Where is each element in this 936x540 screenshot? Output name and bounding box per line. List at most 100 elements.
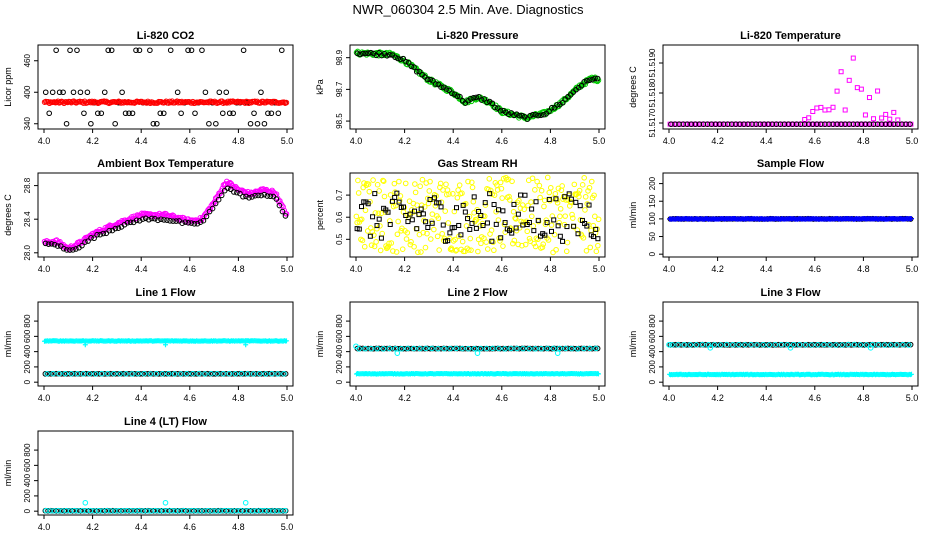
data-point bbox=[515, 211, 521, 217]
data-point bbox=[875, 341, 882, 348]
data-point bbox=[789, 121, 796, 127]
data-point bbox=[373, 239, 379, 245]
data-point bbox=[68, 370, 75, 377]
data-point bbox=[785, 121, 792, 127]
x-tick-label: 4.2 bbox=[711, 393, 724, 403]
data-point bbox=[432, 345, 439, 352]
series-line1-cyan-top bbox=[42, 338, 289, 348]
y-tick-label: 600 bbox=[648, 329, 657, 343]
data-point bbox=[188, 220, 195, 226]
x-tick-label: 4.6 bbox=[496, 393, 509, 403]
data-point bbox=[209, 508, 215, 514]
data-point bbox=[60, 89, 66, 96]
y-tick-label: 400 bbox=[23, 473, 32, 487]
data-point bbox=[438, 84, 444, 91]
y-tick-label: 800 bbox=[335, 314, 344, 328]
data-point bbox=[521, 206, 528, 213]
data-point bbox=[247, 371, 254, 377]
data-point bbox=[226, 370, 233, 377]
data-point bbox=[162, 499, 169, 506]
data-point bbox=[408, 345, 415, 352]
data-point bbox=[148, 508, 155, 514]
data-point bbox=[223, 89, 230, 96]
data-point bbox=[44, 370, 50, 377]
data-point bbox=[188, 47, 195, 54]
data-point bbox=[513, 111, 520, 117]
data-point bbox=[459, 190, 465, 197]
y-axis-label: percent bbox=[315, 199, 325, 230]
data-point bbox=[74, 47, 80, 54]
data-point bbox=[417, 183, 423, 190]
x-tick-label: 4.8 bbox=[857, 393, 870, 403]
data-point bbox=[520, 345, 526, 352]
data-point bbox=[544, 345, 551, 352]
data-point bbox=[190, 370, 196, 377]
x-tick-label: 5.0 bbox=[281, 393, 294, 403]
data-point bbox=[814, 121, 820, 127]
data-point bbox=[399, 246, 406, 252]
data-point bbox=[398, 228, 404, 234]
data-point bbox=[878, 341, 884, 348]
data-point bbox=[557, 206, 564, 212]
data-point bbox=[82, 342, 88, 348]
data-point bbox=[585, 188, 591, 194]
x-tick-label: 4.6 bbox=[809, 393, 822, 403]
data-point bbox=[112, 225, 119, 232]
data-point bbox=[155, 217, 161, 224]
data-point bbox=[237, 190, 243, 197]
data-point bbox=[98, 110, 105, 117]
data-point bbox=[570, 215, 576, 221]
data-point bbox=[112, 120, 118, 127]
data-point bbox=[418, 202, 425, 209]
y-tick-label: 51.5180 bbox=[648, 78, 657, 107]
data-point bbox=[467, 96, 474, 102]
data-point bbox=[412, 189, 419, 196]
data-point bbox=[193, 371, 200, 377]
data-point bbox=[91, 235, 97, 242]
data-point bbox=[477, 345, 484, 352]
data-point bbox=[826, 121, 832, 127]
data-point bbox=[237, 507, 244, 514]
data-point bbox=[765, 121, 772, 127]
data-point bbox=[416, 345, 423, 352]
data-point bbox=[721, 342, 728, 348]
data-point bbox=[106, 227, 113, 234]
data-point bbox=[255, 192, 261, 199]
data-point bbox=[77, 89, 84, 96]
data-point bbox=[213, 120, 219, 127]
chart-title: Li-820 CO2 bbox=[137, 30, 194, 42]
data-point bbox=[830, 121, 836, 127]
series-sample-blue bbox=[667, 216, 914, 222]
data-point bbox=[75, 508, 82, 514]
data-point bbox=[858, 121, 865, 127]
data-point bbox=[144, 508, 151, 514]
x-tick-label: 4.4 bbox=[135, 264, 148, 274]
data-point bbox=[141, 370, 148, 377]
data-point bbox=[555, 223, 561, 229]
data-point bbox=[778, 341, 785, 348]
data-point bbox=[491, 247, 497, 254]
data-point bbox=[538, 345, 545, 352]
plot-frame bbox=[662, 44, 919, 130]
y-axis-label: ml/min bbox=[3, 331, 13, 358]
data-point bbox=[221, 507, 228, 514]
data-point bbox=[244, 371, 251, 377]
data-point bbox=[555, 185, 562, 192]
data-point bbox=[562, 213, 569, 219]
data-point bbox=[532, 187, 538, 193]
data-point bbox=[431, 226, 437, 233]
y-tick-label: 400 bbox=[648, 344, 657, 358]
data-point bbox=[902, 341, 909, 348]
data-point bbox=[878, 121, 885, 127]
data-point bbox=[123, 371, 129, 377]
data-point bbox=[160, 110, 167, 117]
data-point bbox=[500, 243, 506, 249]
data-point bbox=[565, 345, 571, 352]
data-point bbox=[253, 371, 259, 377]
data-point bbox=[548, 105, 555, 111]
data-point bbox=[478, 97, 485, 103]
data-point bbox=[155, 371, 162, 377]
data-point bbox=[826, 107, 832, 113]
chart-title: Ambient Box Temperature bbox=[97, 158, 234, 170]
data-point bbox=[77, 370, 84, 377]
